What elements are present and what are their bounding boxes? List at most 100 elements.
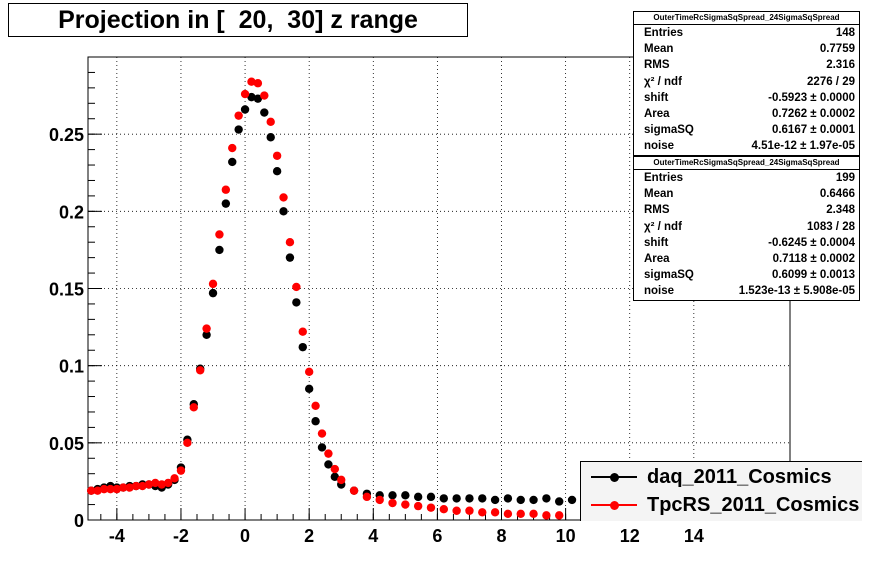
data-point xyxy=(330,472,340,481)
data-point xyxy=(413,492,423,502)
x-tick-label: 12 xyxy=(620,526,640,546)
data-point xyxy=(529,509,538,519)
x-tick-label: 10 xyxy=(556,526,576,546)
data-point xyxy=(221,185,231,194)
data-point xyxy=(567,495,577,505)
data-point xyxy=(285,238,295,247)
data-point xyxy=(503,494,513,503)
stat-row-mean: Mean 0.7759 xyxy=(644,43,855,56)
stat-row-area: Area 0.7262 ± 0.0002 xyxy=(644,107,855,120)
stats-box-daq: OuterTimeRcSigmaSqSpread_24SigmaSqSpread… xyxy=(633,11,860,156)
stats-box-tpcrs: OuterTimeRcSigmaSqSpread_24SigmaSqSpread… xyxy=(633,156,860,301)
data-point xyxy=(503,509,513,519)
data-point xyxy=(221,199,231,208)
data-point xyxy=(87,486,96,495)
data-point xyxy=(119,483,128,492)
data-point xyxy=(106,484,115,494)
stat-row-noise: noise 4.51e-12 ± 1.97e-05 xyxy=(644,140,855,153)
data-point xyxy=(452,506,461,515)
data-point xyxy=(324,449,333,458)
data-point xyxy=(292,282,301,292)
data-point xyxy=(330,464,340,474)
data-point xyxy=(516,509,525,519)
data-point xyxy=(93,486,102,495)
data-point xyxy=(478,494,487,503)
data-point xyxy=(266,117,275,127)
legend-label: TpcRS_2011_Cosmics xyxy=(647,493,860,516)
y-tick-label: 0.25 xyxy=(49,125,84,145)
data-point xyxy=(388,498,397,508)
data-point xyxy=(401,491,410,500)
x-tick-label: -2 xyxy=(173,526,189,546)
data-point xyxy=(516,495,525,505)
stat-row-noise: noise 1.523e-13 ± 5.908e-05 xyxy=(644,285,855,298)
data-series xyxy=(87,77,577,520)
data-point xyxy=(304,384,314,394)
legend-label: daq_2011_Cosmics xyxy=(647,465,832,488)
stat-row-rms: RMS 2.316 xyxy=(644,59,855,72)
stat-row-shift: shift -0.6245 ± 0.0004 xyxy=(644,236,855,249)
stat-row-entries: Entries 148 xyxy=(644,27,855,39)
legend-marker xyxy=(610,500,619,510)
y-tick-label: 0.2 xyxy=(59,202,84,222)
data-point xyxy=(426,492,436,502)
data-point xyxy=(234,125,243,134)
data-point xyxy=(465,494,474,503)
data-point xyxy=(272,167,282,176)
chart-title-box: Projection in [ 20, 30] z range xyxy=(8,3,468,37)
y-tick-label: 0.15 xyxy=(49,280,84,300)
data-point xyxy=(337,475,346,485)
data-point xyxy=(195,366,205,375)
data-point xyxy=(542,494,551,503)
data-point xyxy=(163,478,173,488)
chart-title: Projection in [ 20, 30] z range xyxy=(58,5,418,34)
legend-marker xyxy=(610,472,619,482)
data-point xyxy=(240,105,250,114)
x-tick-label: 0 xyxy=(240,526,250,546)
data-point xyxy=(413,501,423,511)
data-point xyxy=(375,495,384,505)
data-point xyxy=(99,484,109,494)
data-point xyxy=(247,92,256,102)
data-point xyxy=(208,288,218,298)
stat-row-rms: RMS 2.348 xyxy=(644,204,855,217)
stats-box-header: OuterTimeRcSigmaSqSpread_24SigmaSqSpread xyxy=(634,157,859,170)
data-point xyxy=(285,253,295,262)
y-tick-label: 0.05 xyxy=(49,434,84,454)
data-point xyxy=(215,230,224,239)
data-point xyxy=(215,245,224,255)
data-point xyxy=(234,111,243,120)
data-point xyxy=(279,207,288,216)
data-point xyxy=(189,403,198,412)
data-point xyxy=(317,429,327,438)
stat-row-entries: Entries 199 xyxy=(644,172,855,184)
data-point xyxy=(292,298,301,307)
data-point xyxy=(349,486,359,495)
data-point xyxy=(260,108,269,117)
data-point xyxy=(157,480,166,489)
x-tick-label: 14 xyxy=(684,526,704,546)
data-point xyxy=(401,500,410,509)
data-point xyxy=(202,330,211,339)
data-point xyxy=(125,483,134,492)
data-point xyxy=(247,77,256,86)
data-point xyxy=(324,460,333,469)
data-point xyxy=(439,494,449,503)
data-point xyxy=(555,497,564,506)
data-point xyxy=(478,508,487,517)
legend-entry-tpcrs: TpcRS_2011_Cosmics xyxy=(581,492,863,518)
data-point xyxy=(279,193,288,202)
data-point xyxy=(138,481,147,491)
data-point xyxy=(240,89,250,99)
data-point xyxy=(439,504,449,514)
legend-entry-daq: daq_2011_Cosmics xyxy=(581,464,863,490)
data-point xyxy=(555,511,564,520)
data-point xyxy=(176,466,186,475)
stat-row-sigmasq: sigmaSQ 0.6099 ± 0.0013 xyxy=(644,269,855,282)
stat-row-shift: shift -0.5923 ± 0.0000 xyxy=(644,91,855,104)
data-point xyxy=(253,79,263,88)
data-point xyxy=(298,342,307,352)
data-point xyxy=(131,481,141,491)
data-point xyxy=(388,491,397,500)
data-point xyxy=(228,157,237,167)
